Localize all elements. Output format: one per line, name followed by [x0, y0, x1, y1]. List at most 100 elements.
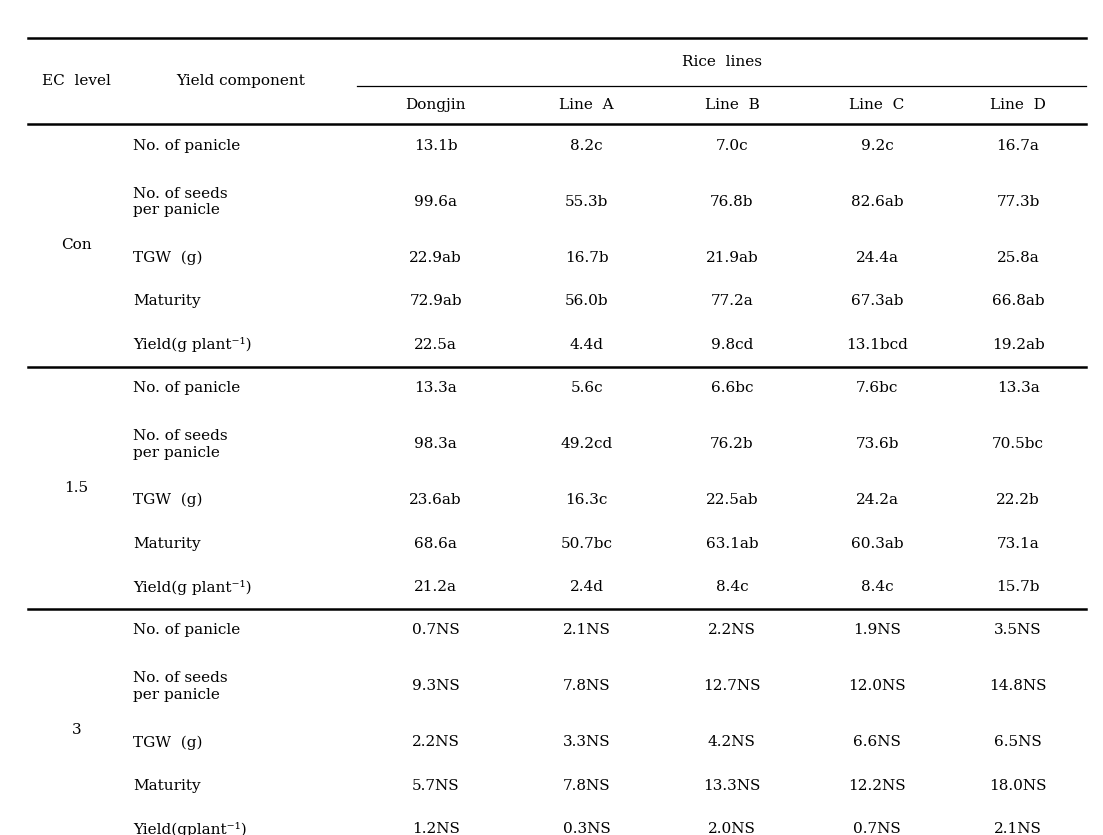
Text: 7.8NS: 7.8NS	[563, 680, 611, 693]
Text: 7.0c: 7.0c	[716, 139, 748, 153]
Text: 7.8NS: 7.8NS	[563, 779, 611, 792]
Text: 1.2NS: 1.2NS	[411, 822, 460, 835]
Text: 25.8a: 25.8a	[997, 251, 1039, 265]
Text: 13.1b: 13.1b	[414, 139, 458, 153]
Text: 3: 3	[72, 723, 82, 736]
Text: 76.2b: 76.2b	[710, 438, 753, 451]
Text: 13.3a: 13.3a	[997, 382, 1039, 395]
Text: 4.4d: 4.4d	[570, 338, 603, 352]
Text: 70.5bc: 70.5bc	[992, 438, 1045, 451]
Text: 63.1ab: 63.1ab	[706, 537, 758, 550]
Text: 18.0NS: 18.0NS	[989, 779, 1047, 792]
Text: 73.1a: 73.1a	[997, 537, 1039, 550]
Text: 82.6ab: 82.6ab	[850, 195, 903, 209]
Text: 22.9ab: 22.9ab	[409, 251, 462, 265]
Text: 0.3NS: 0.3NS	[563, 822, 611, 835]
Text: Line  D: Line D	[990, 99, 1046, 112]
Text: 0.7NS: 0.7NS	[411, 624, 460, 637]
Text: 2.1NS: 2.1NS	[994, 822, 1042, 835]
Text: 7.6bc: 7.6bc	[856, 382, 898, 395]
Text: 6.5NS: 6.5NS	[994, 736, 1042, 749]
Text: Line  C: Line C	[849, 99, 904, 112]
Text: 15.7b: 15.7b	[996, 580, 1040, 594]
Text: 8.4c: 8.4c	[860, 580, 893, 594]
Text: 6.6NS: 6.6NS	[853, 736, 901, 749]
Text: 21.2a: 21.2a	[414, 580, 457, 594]
Text: Line  B: Line B	[705, 99, 759, 112]
Text: No. of seeds
per panicle: No. of seeds per panicle	[132, 187, 227, 217]
Text: EC  level: EC level	[42, 74, 110, 88]
Text: 99.6a: 99.6a	[414, 195, 457, 209]
Text: 50.7bc: 50.7bc	[560, 537, 613, 550]
Text: 9.8cd: 9.8cd	[710, 338, 753, 352]
Text: 19.2ab: 19.2ab	[992, 338, 1045, 352]
Text: 73.6b: 73.6b	[855, 438, 899, 451]
Text: 1.9NS: 1.9NS	[853, 624, 901, 637]
Text: 49.2cd: 49.2cd	[560, 438, 613, 451]
Text: 22.2b: 22.2b	[996, 493, 1040, 507]
Text: Rice  lines: Rice lines	[682, 55, 762, 68]
Text: 16.7a: 16.7a	[997, 139, 1039, 153]
Text: 8.4c: 8.4c	[716, 580, 748, 594]
Text: Con: Con	[61, 239, 92, 252]
Text: 2.1NS: 2.1NS	[563, 624, 611, 637]
Text: 2.2NS: 2.2NS	[411, 736, 460, 749]
Text: No. of seeds
per panicle: No. of seeds per panicle	[132, 671, 227, 701]
Text: 2.2NS: 2.2NS	[708, 624, 756, 637]
Text: 55.3b: 55.3b	[565, 195, 609, 209]
Text: Line  A: Line A	[559, 99, 614, 112]
Text: Maturity: Maturity	[132, 779, 201, 792]
Text: No. of panicle: No. of panicle	[132, 624, 240, 637]
Text: 16.3c: 16.3c	[566, 493, 608, 507]
Text: 2.4d: 2.4d	[570, 580, 603, 594]
Text: 77.3b: 77.3b	[996, 195, 1040, 209]
Text: 3.5NS: 3.5NS	[994, 624, 1042, 637]
Text: 72.9ab: 72.9ab	[409, 295, 462, 308]
Text: 22.5ab: 22.5ab	[706, 493, 758, 507]
Text: Maturity: Maturity	[132, 295, 201, 308]
Text: 21.9ab: 21.9ab	[706, 251, 758, 265]
Text: TGW  (g): TGW (g)	[132, 735, 202, 750]
Text: 8.2c: 8.2c	[570, 139, 603, 153]
Text: 12.2NS: 12.2NS	[848, 779, 906, 792]
Text: 22.5a: 22.5a	[415, 338, 457, 352]
Text: 13.3NS: 13.3NS	[704, 779, 761, 792]
Text: 2.0NS: 2.0NS	[708, 822, 756, 835]
Text: 0.7NS: 0.7NS	[854, 822, 901, 835]
Text: 12.7NS: 12.7NS	[703, 680, 761, 693]
Text: TGW  (g): TGW (g)	[132, 493, 202, 508]
Text: No. of seeds
per panicle: No. of seeds per panicle	[132, 429, 227, 459]
Text: 98.3a: 98.3a	[415, 438, 457, 451]
Text: 67.3ab: 67.3ab	[850, 295, 903, 308]
Text: 13.3a: 13.3a	[415, 382, 457, 395]
Text: Maturity: Maturity	[132, 537, 201, 550]
Text: 9.2c: 9.2c	[860, 139, 893, 153]
Text: 5.7NS: 5.7NS	[411, 779, 460, 792]
Text: 9.3NS: 9.3NS	[411, 680, 460, 693]
Text: 56.0b: 56.0b	[565, 295, 609, 308]
Text: 24.2a: 24.2a	[856, 493, 899, 507]
Text: 4.2NS: 4.2NS	[708, 736, 756, 749]
Text: 5.6c: 5.6c	[570, 382, 603, 395]
Text: No. of panicle: No. of panicle	[132, 139, 240, 153]
Text: 16.7b: 16.7b	[565, 251, 609, 265]
Text: 60.3ab: 60.3ab	[850, 537, 903, 550]
Text: 68.6a: 68.6a	[415, 537, 457, 550]
Text: 24.4a: 24.4a	[856, 251, 899, 265]
Text: 3.3NS: 3.3NS	[563, 736, 611, 749]
Text: 6.6bc: 6.6bc	[710, 382, 753, 395]
Text: 1.5: 1.5	[64, 481, 88, 494]
Text: TGW  (g): TGW (g)	[132, 250, 202, 266]
Text: No. of panicle: No. of panicle	[132, 382, 240, 395]
Text: 14.8NS: 14.8NS	[989, 680, 1047, 693]
Text: 13.1bcd: 13.1bcd	[846, 338, 908, 352]
Text: Yield component: Yield component	[176, 74, 306, 88]
Text: 76.8b: 76.8b	[710, 195, 753, 209]
Text: 77.2a: 77.2a	[710, 295, 753, 308]
Text: Yield(g plant⁻¹): Yield(g plant⁻¹)	[132, 337, 251, 352]
Text: Yield(g plant⁻¹): Yield(g plant⁻¹)	[132, 579, 251, 595]
Text: 12.0NS: 12.0NS	[848, 680, 906, 693]
Text: Dongjin: Dongjin	[406, 99, 465, 112]
Text: Yield(gplant⁻¹): Yield(gplant⁻¹)	[132, 822, 247, 835]
Text: 23.6ab: 23.6ab	[409, 493, 462, 507]
